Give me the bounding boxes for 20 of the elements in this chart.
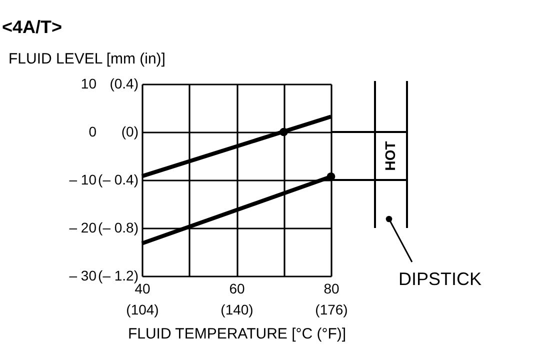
y-tick-label: 0 <box>88 124 97 140</box>
y2-tick-label: (0.4) <box>110 76 138 92</box>
y2-tick-label: (– 0.4) <box>98 172 138 188</box>
y-tick-label: – 30 <box>69 268 97 284</box>
y-axis-title: FLUID LEVEL [mm (in)] <box>8 50 166 68</box>
y-tick-label: – 20 <box>69 220 97 236</box>
y2-tick-label: (– 0.8) <box>98 220 138 236</box>
x2-tick-label: (104) <box>126 302 159 318</box>
y-tick-label: 10 <box>80 76 97 92</box>
x-tick-label: 60 <box>229 280 245 296</box>
y-tick-label: – 10 <box>69 172 97 188</box>
x-axis-title: FLUID TEMPERATURE [°C (°F)] <box>128 326 346 342</box>
chart-title: <4A/T> <box>2 17 62 37</box>
text: DIPSTICK <box>398 269 482 289</box>
x2-tick-label: (176) <box>315 302 348 318</box>
x2-tick-label: (140) <box>220 302 254 318</box>
y2-tick-label: (0) <box>121 124 138 140</box>
x-tick-label: 80 <box>324 280 340 296</box>
text: HOT <box>382 140 398 171</box>
y2-tick-label: (– 1.2) <box>98 268 138 284</box>
